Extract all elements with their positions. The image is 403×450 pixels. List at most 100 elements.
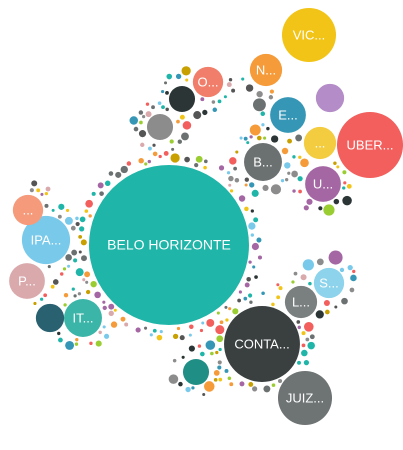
small-bubble bbox=[67, 264, 71, 268]
small-bubble bbox=[91, 191, 96, 196]
small-bubble bbox=[138, 110, 144, 115]
small-bubble bbox=[271, 383, 276, 387]
small-bubble bbox=[295, 134, 303, 142]
small-bubble bbox=[248, 382, 254, 387]
small-bubble bbox=[263, 385, 271, 393]
small-bubble bbox=[47, 265, 51, 269]
small-bubble bbox=[89, 341, 93, 346]
small-bubble bbox=[133, 126, 139, 132]
small-bubble bbox=[71, 249, 78, 256]
small-bubble bbox=[302, 259, 315, 271]
small-bubble bbox=[202, 109, 208, 116]
small-bubble bbox=[298, 189, 302, 194]
small-bubble bbox=[239, 381, 245, 387]
small-bubble bbox=[176, 119, 180, 124]
small-bubble bbox=[305, 337, 310, 342]
small-bubble bbox=[292, 189, 296, 193]
small-bubble bbox=[249, 300, 253, 304]
small-bubble bbox=[36, 188, 41, 193]
small-bubble bbox=[108, 303, 115, 310]
small-bubble bbox=[40, 192, 44, 196]
small-bubble bbox=[63, 303, 67, 307]
bubble bbox=[21, 215, 71, 265]
small-bubble bbox=[276, 283, 280, 287]
small-bubble bbox=[140, 142, 145, 148]
small-bubble bbox=[43, 293, 48, 298]
small-bubble bbox=[235, 150, 239, 154]
small-bubble bbox=[268, 95, 274, 100]
small-bubble bbox=[324, 309, 330, 315]
small-bubble bbox=[271, 135, 279, 143]
small-bubble bbox=[64, 216, 73, 225]
small-bubble bbox=[334, 305, 338, 309]
bubble bbox=[146, 113, 174, 141]
small-bubble bbox=[151, 105, 155, 110]
small-bubble bbox=[277, 378, 283, 384]
bubble-label: ... bbox=[315, 135, 326, 150]
small-bubble bbox=[228, 183, 232, 187]
small-bubble bbox=[147, 159, 152, 164]
small-bubble bbox=[257, 255, 263, 260]
small-bubble bbox=[50, 284, 55, 289]
small-bubble bbox=[172, 333, 179, 340]
small-bubble bbox=[250, 209, 254, 213]
bubble-label: L... bbox=[292, 294, 310, 309]
small-bubble bbox=[261, 123, 265, 127]
bubble bbox=[249, 53, 283, 87]
small-bubble bbox=[266, 126, 270, 131]
small-bubble bbox=[218, 165, 225, 171]
small-bubble bbox=[303, 359, 310, 366]
bubble bbox=[168, 85, 196, 113]
small-bubble bbox=[84, 271, 91, 278]
small-bubble bbox=[138, 130, 147, 138]
small-bubble bbox=[44, 203, 49, 208]
small-bubble bbox=[179, 335, 185, 341]
small-bubble bbox=[291, 170, 298, 178]
small-bubble bbox=[336, 165, 340, 169]
small-bubble bbox=[158, 154, 162, 159]
small-bubble bbox=[234, 177, 240, 183]
small-bubble bbox=[77, 292, 82, 296]
small-bubble bbox=[217, 365, 222, 370]
bubble bbox=[35, 303, 65, 333]
bubble-label: E... bbox=[278, 107, 298, 122]
small-bubble bbox=[218, 377, 223, 382]
small-bubble bbox=[339, 267, 345, 273]
bubble bbox=[313, 267, 345, 299]
small-bubble bbox=[256, 90, 263, 98]
small-bubble bbox=[181, 66, 191, 76]
small-bubble bbox=[342, 186, 346, 190]
small-bubble bbox=[315, 310, 324, 319]
small-bubble bbox=[152, 328, 157, 333]
small-bubble bbox=[296, 320, 301, 324]
small-bubble bbox=[104, 333, 110, 339]
small-bubble bbox=[108, 310, 114, 317]
small-bubble bbox=[233, 166, 237, 171]
small-bubble bbox=[171, 147, 175, 151]
small-bubble bbox=[346, 183, 352, 189]
small-bubble bbox=[297, 360, 301, 365]
small-bubble bbox=[165, 107, 169, 112]
small-bubble bbox=[249, 182, 255, 188]
small-bubble bbox=[80, 239, 87, 246]
small-bubble bbox=[293, 271, 298, 276]
small-bubble bbox=[248, 260, 252, 264]
small-bubble bbox=[300, 158, 309, 168]
small-bubble bbox=[188, 345, 195, 352]
small-bubble bbox=[215, 350, 219, 355]
small-bubble bbox=[51, 208, 55, 212]
small-bubble bbox=[170, 153, 180, 163]
bubble bbox=[182, 358, 210, 386]
small-bubble bbox=[108, 171, 114, 176]
small-bubble bbox=[244, 183, 248, 187]
small-bubble bbox=[97, 182, 104, 189]
small-bubble bbox=[172, 358, 177, 363]
small-bubble bbox=[219, 320, 224, 325]
small-bubble bbox=[185, 386, 191, 393]
small-bubble bbox=[201, 321, 205, 325]
small-bubble bbox=[262, 184, 269, 191]
small-bubble bbox=[250, 233, 254, 237]
small-bubble bbox=[323, 299, 330, 306]
bubble bbox=[284, 285, 318, 319]
